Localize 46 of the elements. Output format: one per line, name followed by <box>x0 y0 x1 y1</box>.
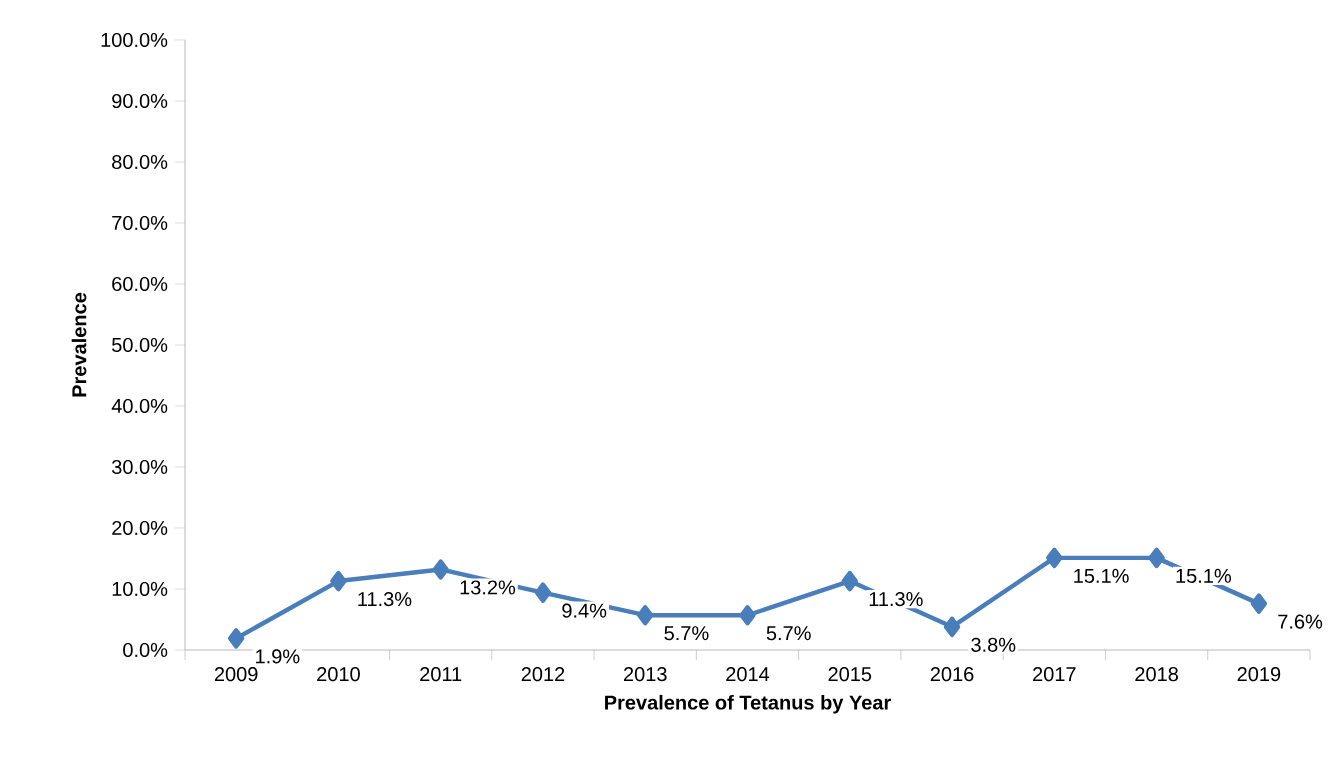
y-tick-label: 80.0% <box>112 154 168 170</box>
y-tick-label: 50.0% <box>112 337 168 353</box>
y-axis-title: Prevalence <box>71 292 87 397</box>
x-tick-label: 2017 <box>1033 667 1076 682</box>
point <box>1046 547 1063 569</box>
data-label: 11.3% <box>358 591 412 607</box>
data-label: 7.6% <box>1278 614 1323 629</box>
x-tick-label: 2010 <box>317 667 360 682</box>
data-label: 3.8% <box>971 637 1016 652</box>
point <box>534 582 552 603</box>
data-label: 5.7% <box>766 626 811 641</box>
point <box>1250 593 1268 614</box>
x-tick-label: 2015 <box>828 667 872 682</box>
y-tick-label: 40.0% <box>111 398 168 414</box>
y-tick-label: 20.0% <box>112 520 168 536</box>
y-tick-label: 30.0% <box>111 459 168 475</box>
data-label: 13.2% <box>460 580 516 595</box>
data-label: 11.3% <box>869 591 923 607</box>
y-tick-label: 70.0% <box>112 215 168 231</box>
data-label: 15.1% <box>1074 568 1129 583</box>
data-label: 15.1% <box>1176 568 1232 583</box>
y-tick-label: 0.0% <box>123 642 168 658</box>
point <box>943 616 961 638</box>
x-tick-label: 2013 <box>623 667 667 682</box>
point <box>739 605 756 626</box>
data-label: 5.7% <box>664 626 709 641</box>
x-tick-label: 2016 <box>930 667 974 682</box>
x-tick-label: 2011 <box>420 667 462 682</box>
point <box>841 570 858 592</box>
y-tick-label: 100.0% <box>101 32 168 48</box>
x-tick-label: 2014 <box>726 667 770 682</box>
point <box>330 570 347 592</box>
data-label: 1.9% <box>256 649 300 664</box>
point <box>1148 547 1165 569</box>
y-tick-label: 60.0% <box>112 276 168 292</box>
x-tick-label: 2019 <box>1237 667 1281 682</box>
x-tick-label: 2018 <box>1135 667 1178 682</box>
x-tick-label: 2009 <box>214 667 258 682</box>
x-axis-title: Prevalence of Tetanus by Year <box>605 694 891 714</box>
point <box>637 605 654 626</box>
point <box>432 559 449 580</box>
data-label: 9.4% <box>562 603 607 618</box>
point <box>227 628 245 649</box>
y-tick-label: 90.0% <box>112 93 168 109</box>
x-tick-label: 2012 <box>521 667 565 682</box>
y-tick-label: 10.0% <box>112 581 168 597</box>
